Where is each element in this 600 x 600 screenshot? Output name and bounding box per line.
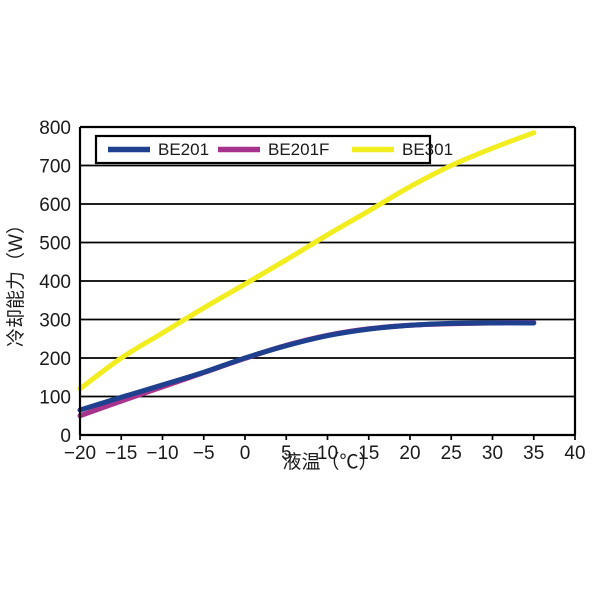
legend-label-be201: BE201 xyxy=(158,140,209,159)
x-axis-title: 液温（℃） xyxy=(282,451,377,473)
x-tick-label: 25 xyxy=(441,443,462,464)
x-axis-ticks: −20 −15 −10 −5 0 5 10 15 20 25 30 35 40 xyxy=(64,435,586,464)
y-tick-label: 800 xyxy=(39,118,71,139)
y-tick-label: 200 xyxy=(39,349,71,370)
y-tick-label: 500 xyxy=(39,234,71,255)
legend-label-be201f: BE201F xyxy=(268,140,329,159)
x-tick-label: −15 xyxy=(105,443,137,464)
x-tick-label: 20 xyxy=(399,443,420,464)
chart-legend: BE201 BE201F BE301 xyxy=(94,134,453,165)
y-tick-label: 700 xyxy=(39,157,71,178)
series-line-be301 xyxy=(77,130,537,392)
x-tick-label: 40 xyxy=(564,443,585,464)
x-tick-label: −5 xyxy=(193,443,215,464)
plot-frame xyxy=(78,125,577,437)
x-tick-label: −10 xyxy=(146,443,178,464)
y-tick-label: 0 xyxy=(60,426,71,447)
x-tick-label: 30 xyxy=(482,443,503,464)
x-tick-label: 15 xyxy=(358,443,379,464)
x-tick-label: 10 xyxy=(317,443,338,464)
grid-lines xyxy=(80,164,575,398)
data-series-group xyxy=(77,130,537,419)
legend-label-be301: BE301 xyxy=(402,140,453,159)
y-tick-label: 400 xyxy=(39,272,71,293)
y-tick-label: 100 xyxy=(39,388,71,409)
y-tick-label: 300 xyxy=(39,311,71,332)
x-tick-label: 0 xyxy=(240,443,251,464)
series-line-be201 xyxy=(77,320,537,413)
x-tick-label: −20 xyxy=(64,443,96,464)
y-axis-title: 冷却能力（W） xyxy=(5,215,27,347)
x-tick-label: 35 xyxy=(523,443,544,464)
x-tick-label: 5 xyxy=(281,443,292,464)
y-axis-ticks: 0 100 200 300 400 500 600 700 800 xyxy=(39,118,71,447)
y-tick-label: 600 xyxy=(39,195,71,216)
